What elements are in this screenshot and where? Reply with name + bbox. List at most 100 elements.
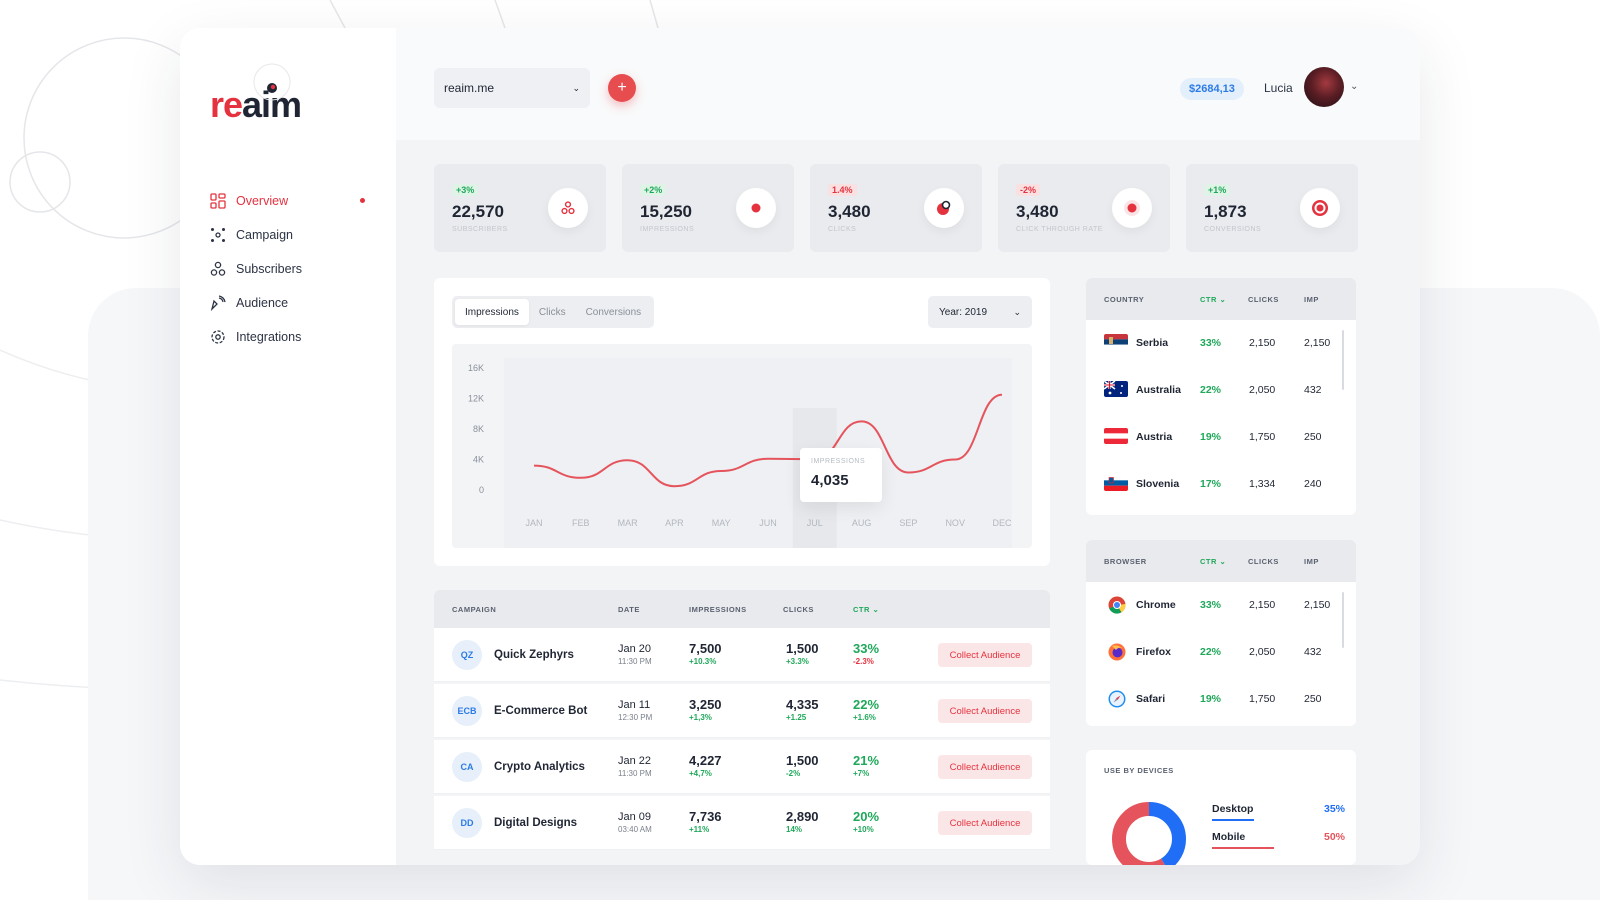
sidebar-item-subscribers[interactable]: Subscribers [210,252,302,286]
clicks-change: -2% [786,769,801,778]
stat-card-conversions[interactable]: +1% 1,873 CONVERSIONS [1186,164,1358,252]
collect-audience-button[interactable]: Collect Audience [938,643,1032,667]
collect-audience-button[interactable]: Collect Audience [938,755,1032,779]
chart-tooltip: IMPRESSIONS 4,035 [800,448,882,502]
browser-table: BROWSER CTR ⌄ CLICKS IMP Chrome 33% 2,150 2… [1086,540,1356,726]
main-content: reaim.me ⌄ + $2684,13 Lucia ⌄ +3% 22,570… [396,28,1420,865]
balance-badge: $2684,13 [1180,78,1244,100]
y-tick-label: 16K [468,363,484,373]
topbar: reaim.me ⌄ + $2684,13 Lucia ⌄ [396,28,1420,140]
y-tick-label: 8K [473,424,484,434]
chevron-down-icon[interactable]: ⌄ [1350,81,1359,92]
user-name[interactable]: Lucia [1264,81,1293,95]
device-label-desktop: Desktop [1212,803,1254,815]
impressions-change: +1,3% [689,713,712,722]
ctr-cell: 21% +7% [853,753,879,778]
list-item[interactable]: Austria 19% 1,750 250 [1086,414,1356,461]
active-indicator [360,198,365,203]
imp-value: 432 [1304,646,1322,658]
campaign-initials: DD [452,808,482,838]
collect-audience-button[interactable]: Collect Audience [938,699,1032,723]
stat-change: +2% [640,184,667,196]
campaign-date: Jan 09 03:40 AM [618,811,652,834]
sidebar-item-integrations[interactable]: Integrations [210,320,302,354]
list-item[interactable]: Slovenia 17% 1,334 240 [1086,461,1356,508]
clicks-cell: 1,500 +3.3% [786,641,819,666]
clicks-value: 1,750 [1249,431,1276,443]
add-button[interactable]: + [608,74,636,102]
ctr-value: 20% [853,809,880,824]
stat-card-impressions[interactable]: +2% 15,250 IMPRESSIONS [622,164,794,252]
imp-value: 432 [1304,384,1322,396]
tooltip-value: 4,035 [811,472,849,489]
devices-title: USE BY DEVICES [1104,766,1174,775]
scrollbar[interactable] [1342,592,1344,648]
sidebar-item-audience[interactable]: Audience [210,286,302,320]
time-value: 11:30 PM [618,657,652,666]
clicks-value: 1,500 [786,753,819,768]
country-name: Serbia [1136,337,1169,349]
column-header: CLICKS [783,605,814,614]
sidebar-nav: Overview Campaign Subscribers Audience I… [210,184,365,354]
column-header: DATE [618,605,640,614]
list-item[interactable]: Australia 22% 2,050 432 [1086,367,1356,414]
impressions-value: 7,736 [689,809,722,824]
collect-audience-button[interactable]: Collect Audience [938,811,1032,835]
campaign-name: Digital Designs [494,817,578,829]
tab-conversions[interactable]: Conversions [585,306,642,318]
clicks-change: 14% [786,825,803,834]
stat-card-subscribers[interactable]: +3% 22,570 SUBSCRIBERS [434,164,606,252]
ctr-cell: 33% -2.3% [853,641,879,666]
campaign-name: Quick Zephyrs [494,649,574,661]
stat-label: CLICKS [828,226,857,233]
column-header-ctr[interactable]: CTR ⌄ [1200,295,1227,304]
x-tick-label: JUN [759,518,777,528]
date-value: Jan 20 [618,643,652,655]
column-header-ctr[interactable]: CTR ⌄ [1200,557,1227,566]
table-row[interactable]: DD Digital Designs Jan 09 03:40 AM 7,736 +11%… [434,796,1050,850]
line-chart: 16K 12K 8K 4K 0 JAN FEB MAR APR MAY JUN JUL AUG SEP NO… [452,344,1032,548]
logo-target-icon [253,63,291,101]
ctr-change: +7% [853,769,870,778]
column-header-ctr[interactable]: CTR ⌄ [853,605,879,614]
campaign-date: Jan 11 12:30 PM [618,699,652,722]
x-tick-label: MAY [712,518,731,528]
stat-card-ctr[interactable]: -2% 3,480 CLICK THROUGH RATE [998,164,1170,252]
sidebar-item-campaign[interactable]: Campaign [210,218,302,252]
list-item[interactable]: Serbia 33% 2,150 2,150 [1086,320,1356,367]
year-select[interactable]: Year: 2019 ⌄ [928,296,1032,328]
campaign-name: Crypto Analytics [494,761,585,773]
table-row[interactable]: ECB E-Commerce Bot Jan 11 12:30 PM 3,250 +1,3… [434,684,1050,738]
column-header: CLICKS [1248,557,1279,566]
table-row[interactable]: QZ Quick Zephyrs Jan 20 11:30 PM 7,500 +10.3%… [434,628,1050,682]
stat-card-clicks[interactable]: 1.4% 3,480 CLICKS [810,164,982,252]
imp-value: 240 [1304,478,1322,490]
scrollbar[interactable] [1342,330,1344,390]
sidebar-item-label: Subscribers [236,262,302,276]
firefox-icon [1108,643,1126,661]
sidebar-item-overview[interactable]: Overview [210,184,365,218]
list-item[interactable]: Safari 19% 1,750 250 [1086,676,1356,723]
browser-name: Safari [1136,693,1166,705]
tab-clicks[interactable]: Clicks [538,306,566,318]
donut-slice-mobile [1112,802,1186,865]
stat-label: SUBSCRIBERS [452,226,508,233]
list-item[interactable]: Firefox 22% 2,050 432 [1086,629,1356,676]
list-item[interactable]: Chrome 33% 2,150 2,150 [1086,582,1356,629]
table-row[interactable]: CA Crypto Analytics Jan 22 11:30 PM 4,227 +4,… [434,740,1050,794]
tab-impressions[interactable]: Impressions [455,299,529,325]
campaign-initials: QZ [452,640,482,670]
sidebar-item-label: Overview [236,194,289,208]
ctr-icon [1112,188,1152,228]
country-name: Slovenia [1136,478,1180,490]
stat-label: CONVERSIONS [1204,226,1262,233]
audience-icon [210,295,226,311]
avatar[interactable] [1304,67,1344,107]
site-select[interactable]: reaim.me ⌄ [434,68,590,108]
devices-donut [1112,802,1186,865]
imp-value: 2,150 [1304,337,1331,349]
ctr-cell: 22% +1.6% [853,697,879,722]
column-header: IMP [1304,295,1319,304]
clicks-change: +3.3% [786,657,809,666]
australia-flag-icon [1104,381,1128,397]
